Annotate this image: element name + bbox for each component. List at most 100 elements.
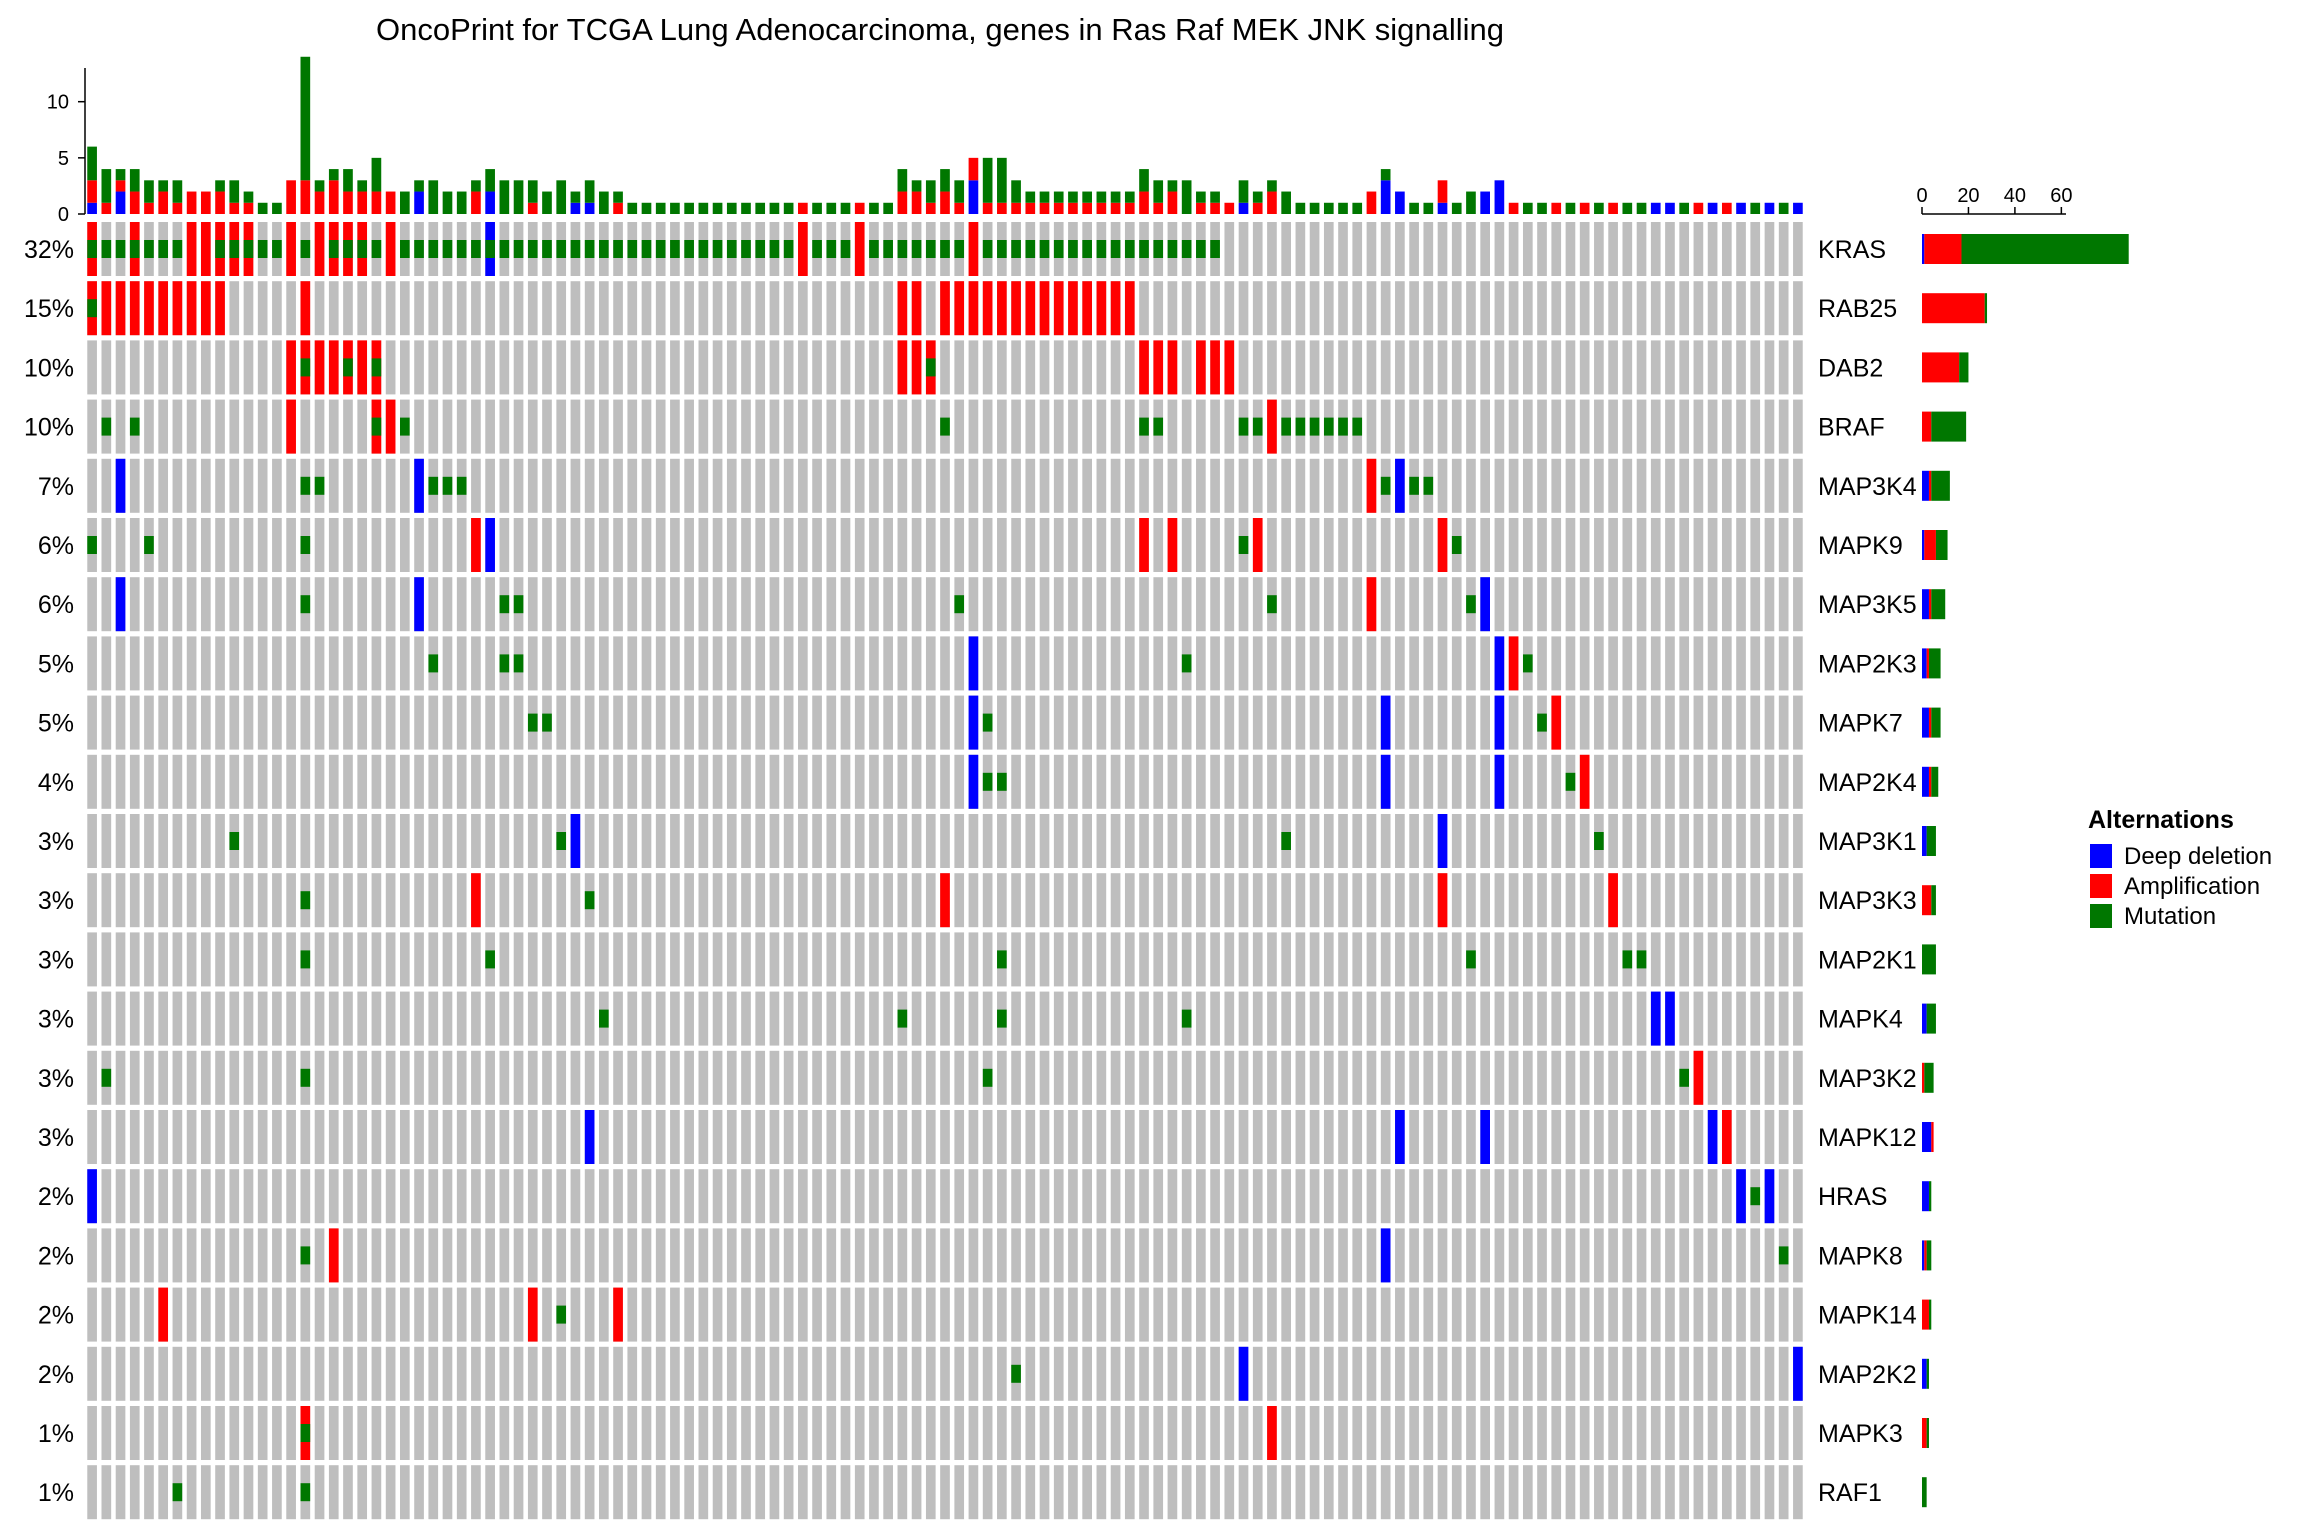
legend-label: Amplification — [2124, 873, 2260, 900]
oncoprint-cell — [1323, 1110, 1334, 1164]
oncoprint-cell — [1594, 1346, 1604, 1401]
top-bar-segment — [1409, 202, 1419, 214]
oncoprint-cell — [172, 1050, 183, 1105]
oncoprint-cell — [968, 1228, 979, 1283]
oncoprint-cell — [584, 458, 595, 513]
oncoprint-cell — [527, 340, 538, 395]
mutation-mark — [741, 240, 751, 258]
oncoprint-cell — [613, 1346, 623, 1401]
oncoprint-cell — [570, 1110, 581, 1164]
oncoprint-cell — [1494, 281, 1505, 336]
right-bar-segment — [1922, 234, 1925, 264]
oncoprint-cell — [911, 1287, 922, 1342]
oncoprint-cell — [1679, 695, 1690, 750]
gene-label: MAPK3 — [1818, 1420, 1903, 1448]
oncoprint-cell — [584, 636, 595, 691]
oncoprint-cell — [1380, 281, 1391, 336]
oncoprint-cell — [243, 1228, 254, 1283]
oncoprint-cell — [215, 1287, 225, 1342]
oncoprint-cell — [840, 1169, 851, 1224]
oncoprint-cell — [1110, 754, 1121, 809]
oncoprint-cell — [897, 754, 908, 809]
oncoprint-cell — [87, 340, 97, 395]
oncoprint-cell — [172, 1287, 183, 1342]
oncoprint-cell — [1650, 1110, 1661, 1164]
oncoprint-cell — [1451, 754, 1462, 809]
right-bar-segment — [1928, 1181, 1932, 1212]
oncoprint-cell — [755, 340, 766, 395]
oncoprint-cell — [641, 1287, 652, 1342]
oncoprint-cell — [1522, 1346, 1533, 1401]
oncoprint-cell — [1437, 932, 1448, 987]
oncoprint-cell — [1352, 1287, 1363, 1342]
gene-label: MAP3K4 — [1818, 473, 1917, 501]
oncoprint-cell — [627, 1228, 638, 1283]
oncoprint-cell — [1579, 1110, 1590, 1164]
mutation-mark — [1352, 417, 1363, 436]
oncoprint-cell — [1736, 1287, 1746, 1342]
oncoprint-cell — [1124, 518, 1135, 572]
amplification-mark — [1252, 518, 1263, 572]
oncoprint-cell — [1352, 577, 1363, 632]
oncoprint-cell — [670, 814, 680, 868]
oncoprint-cell — [897, 399, 908, 454]
deletion-mark — [1494, 636, 1505, 691]
right-bar-segment — [1931, 589, 1946, 620]
oncoprint-cell — [215, 695, 225, 750]
right-bar-segment — [1928, 589, 1932, 620]
oncoprint-cell — [698, 340, 709, 395]
oncoprint-cell — [1167, 814, 1178, 868]
oncoprint-cell — [1594, 1465, 1604, 1520]
oncoprint-cell — [1196, 1287, 1206, 1342]
oncoprint-cell — [1096, 1287, 1107, 1342]
oncoprint-cell — [783, 754, 794, 809]
oncoprint-cell — [1039, 1287, 1050, 1342]
oncoprint-cell — [243, 1110, 254, 1164]
oncoprint-cell — [1295, 932, 1306, 987]
oncoprint-cell — [812, 518, 822, 572]
mutation-mark — [1594, 832, 1604, 850]
oncoprint-cell — [1096, 754, 1107, 809]
oncoprint-cell — [1082, 1287, 1092, 1342]
oncoprint-cell — [897, 873, 908, 928]
oncoprint-cell — [769, 873, 780, 928]
top-bar-segment — [144, 180, 154, 203]
oncoprint-cell — [812, 695, 822, 750]
amplification-mark — [186, 281, 197, 336]
oncoprint-cell — [1110, 695, 1121, 750]
oncoprint-cell — [485, 458, 495, 513]
oncoprint-cell — [1494, 399, 1505, 454]
top-bar-segment — [115, 169, 126, 181]
oncoprint-cell — [812, 754, 822, 809]
oncoprint-cell — [1153, 1050, 1164, 1105]
oncoprint-cell — [1622, 814, 1633, 868]
oncoprint-cell — [1423, 340, 1434, 395]
oncoprint-cell — [1153, 458, 1164, 513]
oncoprint-cell — [158, 1406, 169, 1460]
oncoprint-cell — [883, 695, 893, 750]
oncoprint-cell — [1338, 695, 1348, 750]
oncoprint-cell — [1707, 222, 1718, 276]
oncoprint-cell — [1551, 399, 1562, 454]
top-bar-segment — [1423, 202, 1434, 214]
oncoprint-cell — [1139, 1287, 1149, 1342]
oncoprint-cell — [172, 340, 183, 395]
right-bar-segment — [1926, 1003, 1936, 1034]
gene-label: RAB25 — [1818, 295, 1897, 323]
oncoprint-cell — [1579, 1228, 1590, 1283]
oncoprint-cell — [172, 1228, 183, 1283]
oncoprint-cell — [115, 754, 126, 809]
oncoprint-cell — [726, 399, 737, 454]
top-bar-segment — [1167, 180, 1178, 192]
amplification-mark — [527, 1287, 538, 1342]
top-axis-tick-label: 10 — [47, 92, 69, 114]
oncoprint-cell — [584, 577, 595, 632]
oncoprint-cell — [442, 1169, 453, 1224]
oncoprint-cell — [1309, 1287, 1320, 1342]
mutation-mark — [300, 240, 311, 258]
oncoprint-cell — [1622, 1406, 1633, 1460]
top-bar-segment — [101, 169, 112, 203]
oncoprint-cell — [215, 340, 225, 395]
oncoprint-cell — [1309, 1110, 1320, 1164]
oncoprint-cell — [1693, 1346, 1704, 1401]
